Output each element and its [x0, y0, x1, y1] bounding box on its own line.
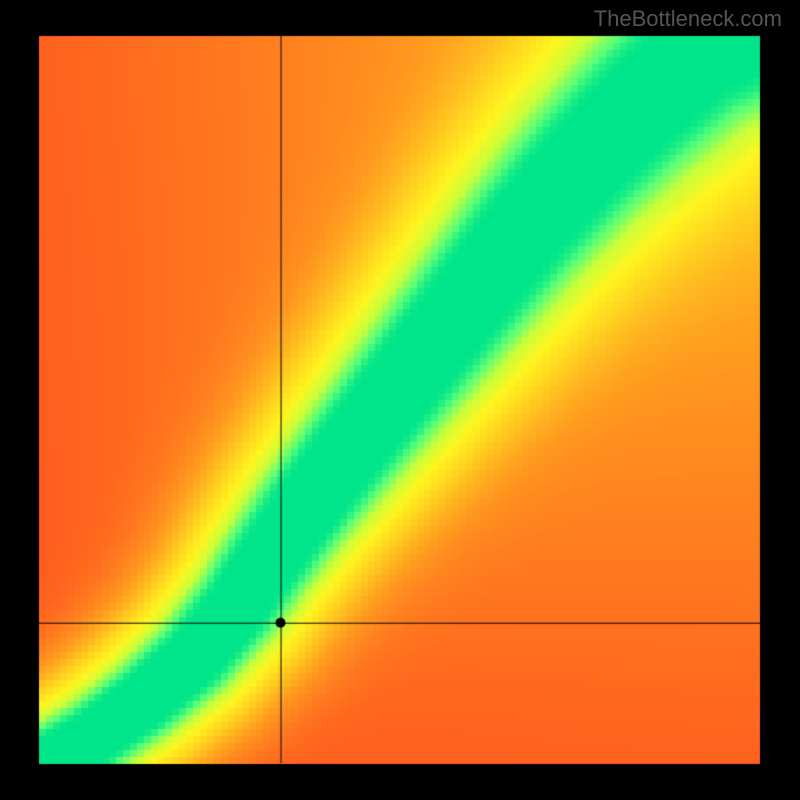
heatmap-canvas — [0, 0, 800, 800]
watermark-text: TheBottleneck.com — [594, 6, 782, 32]
chart-container: TheBottleneck.com — [0, 0, 800, 800]
